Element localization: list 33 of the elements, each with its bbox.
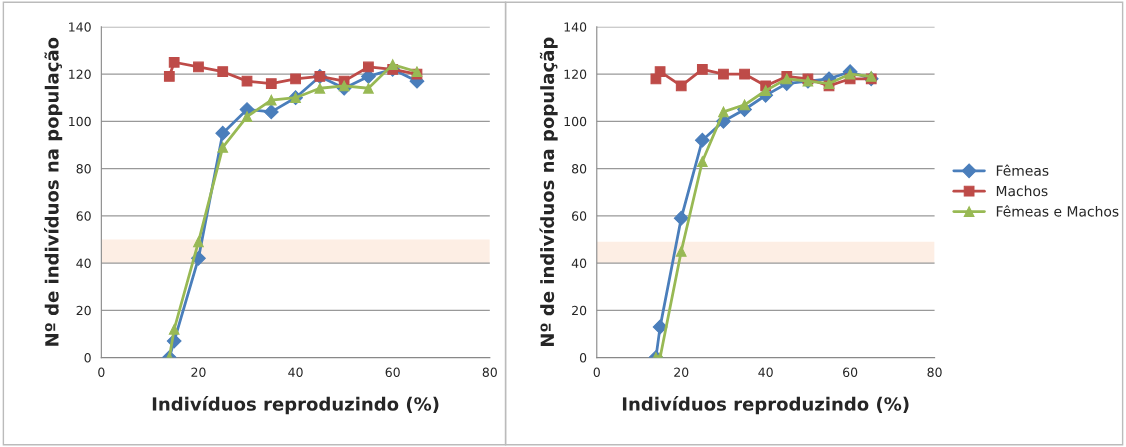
legend-label: Fêmeas <box>996 164 1049 176</box>
y-tick-label: 140 <box>69 22 91 32</box>
y-tick-label: 20 <box>76 305 91 316</box>
y-tick-label: 0 <box>84 353 91 363</box>
y-tick-label: 60 <box>76 211 91 221</box>
x-axis-title: Indivíduos reproduzindo (%) <box>152 396 439 415</box>
y-tick-label: 140 <box>564 22 587 32</box>
y-tick-label: 120 <box>69 69 91 79</box>
y-tick-label: 40 <box>571 258 587 269</box>
y-tick-label: 0 <box>579 353 587 363</box>
y-tick-label: 100 <box>564 116 587 127</box>
y-axis-title: Nº de indivíduos na população <box>44 37 63 346</box>
x-tick-label: 80 <box>482 367 497 377</box>
y-tick-label: 80 <box>572 164 587 174</box>
y-tick-label: 80 <box>76 164 91 174</box>
y-tick-label: 20 <box>572 305 587 316</box>
x-tick-label: 40 <box>288 367 303 377</box>
y-axis-title: Nº de indivíduos na populaçãp <box>539 37 558 347</box>
x-tick-label: 0 <box>593 367 600 377</box>
legend-label: Machos <box>996 185 1048 197</box>
y-tick-label: 120 <box>564 69 587 79</box>
x-tick-label: 60 <box>385 367 400 377</box>
y-tick-label: 100 <box>69 116 91 127</box>
x-tick-label: 20 <box>674 367 689 377</box>
x-tick-label: 40 <box>758 367 773 377</box>
x-axis-title: Indivíduos reproduzindo (%) <box>622 396 909 415</box>
legend-label: Fêmeas e Machos <box>996 205 1119 217</box>
x-tick-label: 20 <box>191 367 206 377</box>
x-tick-label: 60 <box>843 367 858 377</box>
x-tick-label: 80 <box>927 367 942 377</box>
y-tick-label: 60 <box>572 211 587 221</box>
y-tick-label: 40 <box>76 258 91 269</box>
x-tick-label: 0 <box>98 367 105 377</box>
